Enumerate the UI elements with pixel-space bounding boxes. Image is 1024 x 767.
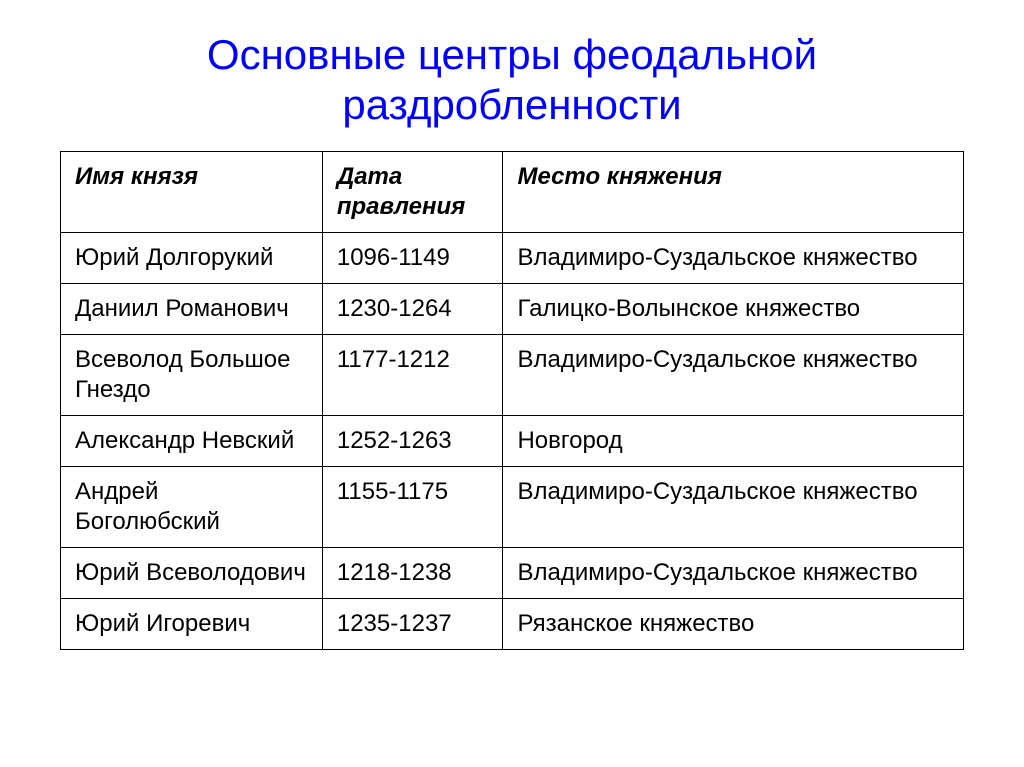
table-row: Даниил Романович 1230-1264 Галицко-Волын… (61, 283, 964, 334)
cell-prince-name: Всеволод Большое Гнездо (61, 334, 323, 415)
header-prince-name: Имя князя (61, 151, 323, 232)
princes-table: Имя князя Дата правления Место княжения … (60, 151, 964, 650)
cell-prince-name: Юрий Долгорукий (61, 232, 323, 283)
table-row: Юрий Игоревич 1235-1237 Рязанское княжес… (61, 598, 964, 649)
cell-principality: Владимиро-Суздальское княжество (503, 232, 964, 283)
cell-principality: Владимиро-Суздальское княжество (503, 466, 964, 547)
cell-prince-name: Даниил Романович (61, 283, 323, 334)
cell-principality: Владимиро-Суздальское княжество (503, 334, 964, 415)
header-reign-dates: Дата правления (322, 151, 503, 232)
cell-reign-dates: 1230-1264 (322, 283, 503, 334)
cell-reign-dates: 1155-1175 (322, 466, 503, 547)
cell-principality: Новгород (503, 415, 964, 466)
header-principality: Место княжения (503, 151, 964, 232)
cell-reign-dates: 1177-1212 (322, 334, 503, 415)
page-title: Основные центры феодальной раздробленнос… (60, 30, 964, 131)
table-row: Всеволод Большое Гнездо 1177-1212 Владим… (61, 334, 964, 415)
cell-principality: Галицко-Волынское княжество (503, 283, 964, 334)
cell-prince-name: Андрей Боголюбский (61, 466, 323, 547)
table-row: Андрей Боголюбский 1155-1175 Владимиро-С… (61, 466, 964, 547)
table-header-row: Имя князя Дата правления Место княжения (61, 151, 964, 232)
table-row: Юрий Всеволодович 1218-1238 Владимиро-Су… (61, 547, 964, 598)
cell-prince-name: Александр Невский (61, 415, 323, 466)
table-row: Александр Невский 1252-1263 Новгород (61, 415, 964, 466)
cell-principality: Владимиро-Суздальское княжество (503, 547, 964, 598)
table-row: Юрий Долгорукий 1096-1149 Владимиро-Сузд… (61, 232, 964, 283)
cell-reign-dates: 1218-1238 (322, 547, 503, 598)
cell-reign-dates: 1252-1263 (322, 415, 503, 466)
cell-principality: Рязанское княжество (503, 598, 964, 649)
cell-prince-name: Юрий Всеволодович (61, 547, 323, 598)
cell-reign-dates: 1235-1237 (322, 598, 503, 649)
cell-prince-name: Юрий Игоревич (61, 598, 323, 649)
cell-reign-dates: 1096-1149 (322, 232, 503, 283)
